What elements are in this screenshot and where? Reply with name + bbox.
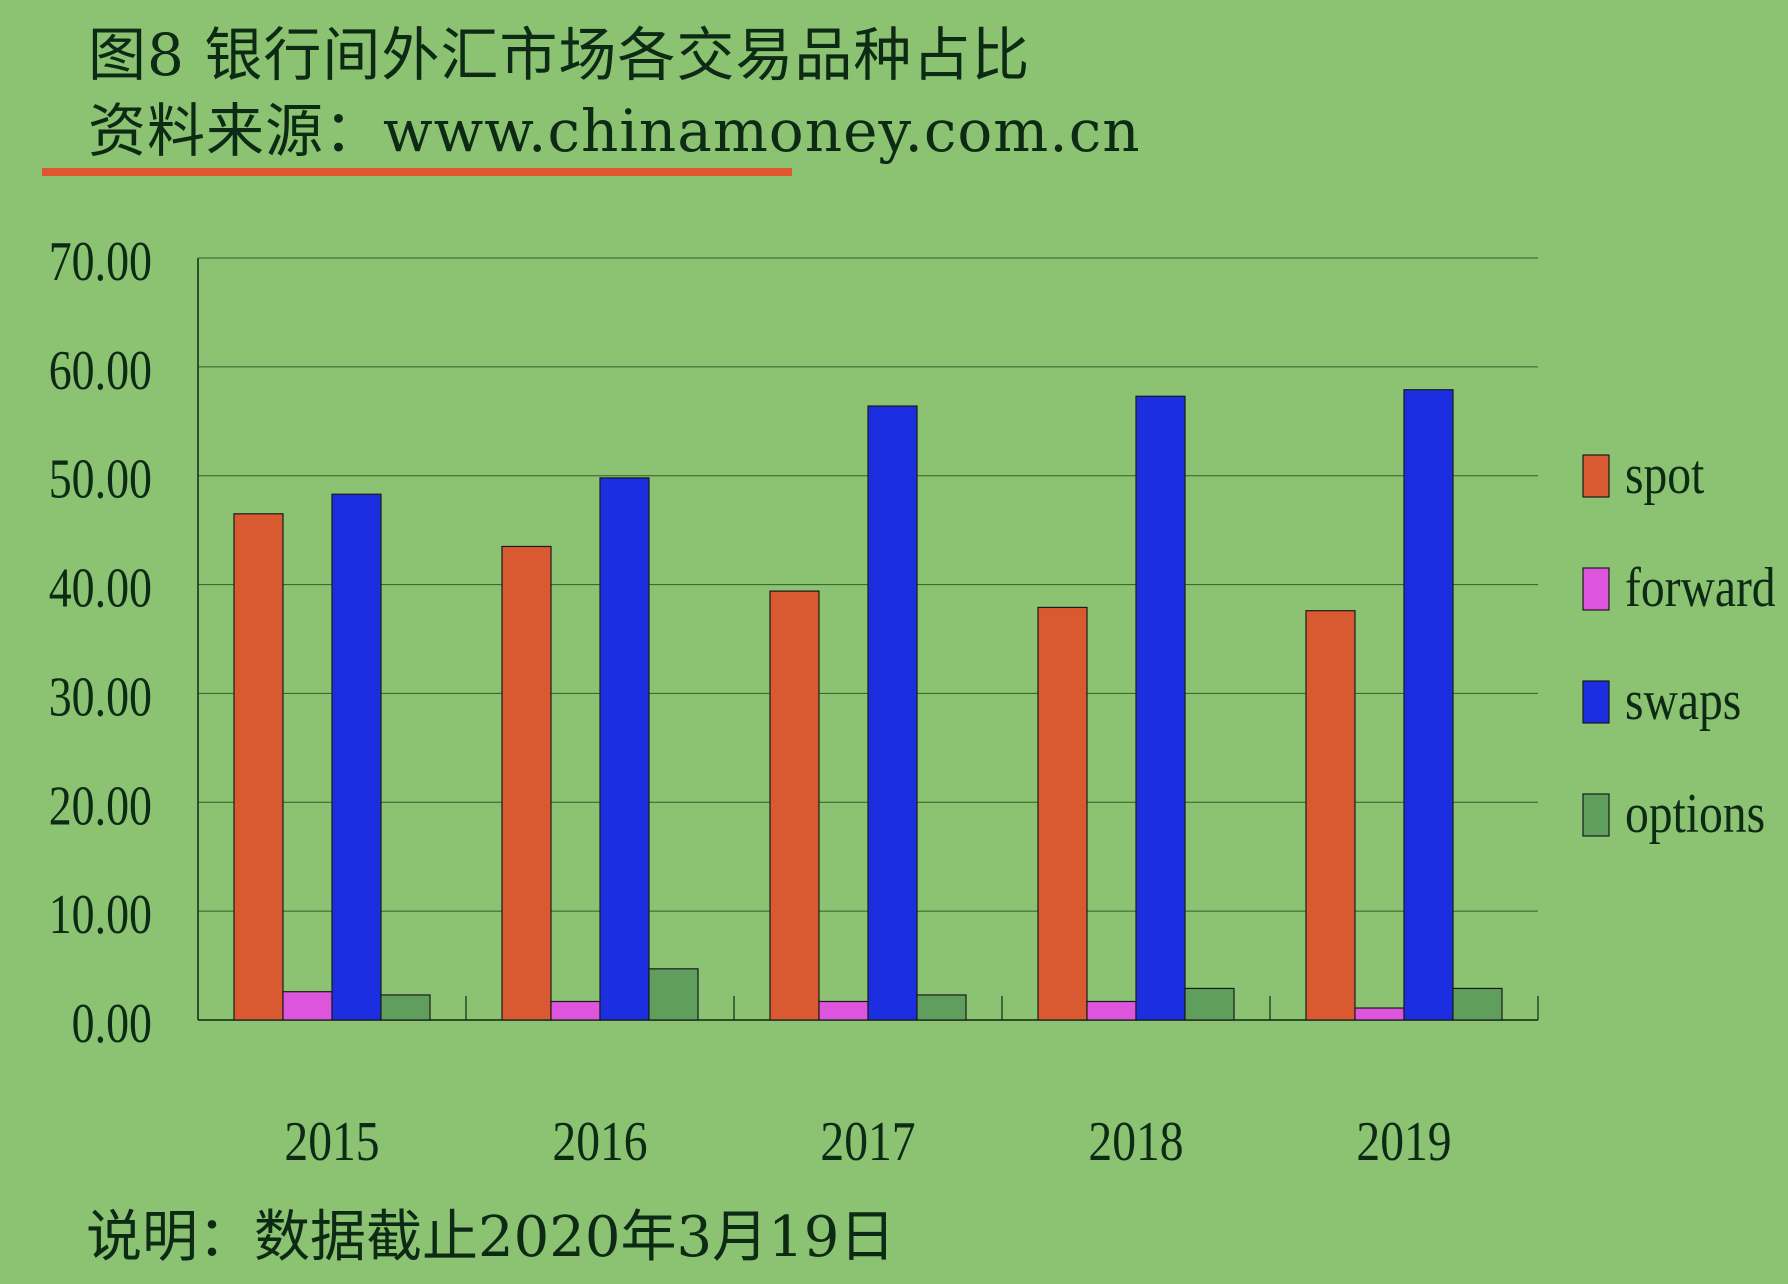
y-tick-label: 70.00 bbox=[49, 231, 152, 293]
bar-options-2018 bbox=[1184, 987, 1235, 1021]
chart-source: 资料来源：www.chinamoney.com.cn bbox=[88, 97, 1141, 165]
y-tick-label: 30.00 bbox=[49, 666, 152, 728]
bar-forward-2016 bbox=[550, 1000, 601, 1021]
x-tick-label: 2015 bbox=[284, 1112, 379, 1173]
y-axis: 0.00 10.00 20.00 30.00 40.00 50.00 60.00 70.00 bbox=[49, 231, 199, 1055]
legend-swatch-spot bbox=[1582, 454, 1610, 498]
legend-swatch-swaps bbox=[1582, 680, 1610, 724]
bars bbox=[233, 389, 1503, 1021]
bar-forward-2015 bbox=[282, 991, 333, 1021]
footnote: 说明：数据截止2020年3月19日 bbox=[86, 1205, 896, 1270]
y-tick-label: 10.00 bbox=[49, 884, 152, 946]
bar-swaps-2017 bbox=[867, 405, 918, 1021]
bar-spot-2015 bbox=[233, 513, 284, 1021]
x-tick-label: 2017 bbox=[820, 1112, 915, 1173]
bar-swaps-2015 bbox=[331, 493, 382, 1021]
chart-title: 图8 银行间外汇市场各交易品种占比 bbox=[88, 21, 1031, 89]
bar-spot-2016 bbox=[501, 545, 552, 1021]
bar-swaps-2016 bbox=[599, 477, 650, 1021]
bar-forward-2017 bbox=[818, 1000, 869, 1021]
x-tick-label: 2016 bbox=[552, 1112, 647, 1173]
bar-spot-2017 bbox=[769, 590, 820, 1021]
legend-swatch-options bbox=[1582, 793, 1610, 837]
legend-swatch-forward bbox=[1582, 567, 1610, 611]
legend: spot forward swaps options bbox=[1582, 445, 1776, 845]
y-tick-label: 60.00 bbox=[49, 340, 152, 402]
y-tick-label: 0.00 bbox=[72, 993, 152, 1055]
bar-spot-2019 bbox=[1305, 610, 1356, 1021]
y-tick-label: 50.00 bbox=[49, 449, 152, 511]
legend-label-options: options bbox=[1625, 784, 1765, 845]
x-axis: 2015 2016 2017 2018 2019 bbox=[198, 996, 1539, 1173]
y-tick-label: 40.00 bbox=[49, 557, 152, 619]
legend-label-forward: forward bbox=[1625, 558, 1776, 619]
bar-options-2017 bbox=[916, 994, 967, 1021]
y-tick-label: 20.00 bbox=[49, 775, 152, 837]
x-tick-label: 2018 bbox=[1088, 1112, 1183, 1173]
title-underline bbox=[42, 168, 792, 176]
bar-options-2015 bbox=[380, 994, 431, 1021]
x-tick-label: 2019 bbox=[1356, 1112, 1451, 1173]
bar-options-2016 bbox=[648, 968, 699, 1021]
bar-forward-2018 bbox=[1086, 1000, 1137, 1021]
bar-options-2019 bbox=[1452, 987, 1503, 1021]
legend-label-spot: spot bbox=[1625, 445, 1705, 506]
legend-label-swaps: swaps bbox=[1625, 671, 1741, 732]
bar-spot-2018 bbox=[1037, 606, 1088, 1021]
bar-forward-2019 bbox=[1354, 1007, 1405, 1021]
bar-swaps-2018 bbox=[1135, 395, 1186, 1021]
bar-swaps-2019 bbox=[1403, 389, 1454, 1021]
